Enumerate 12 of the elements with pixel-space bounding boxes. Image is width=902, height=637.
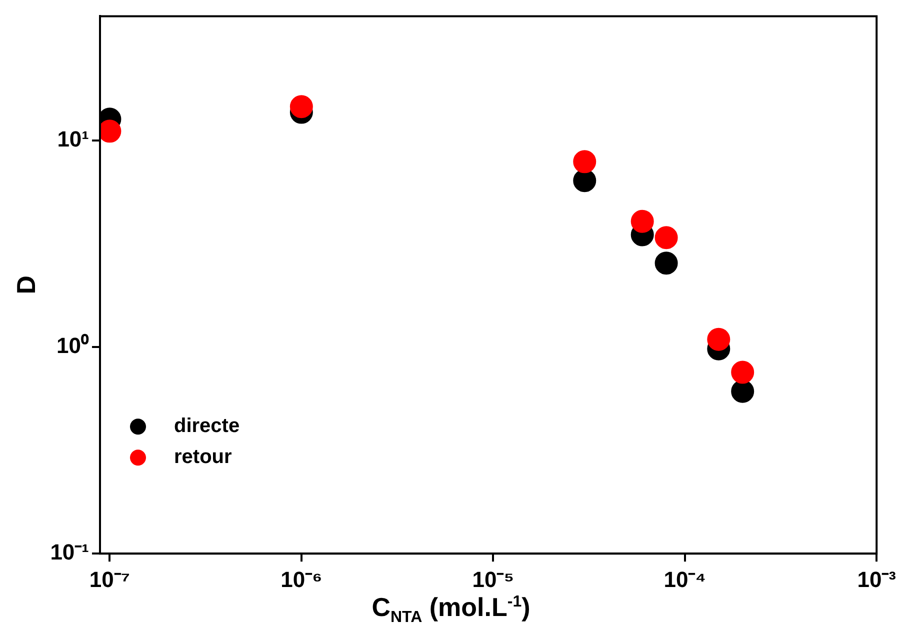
y-axis-title: D bbox=[10, 276, 41, 294]
y-tick-label: 10⁻¹ bbox=[50, 540, 89, 565]
x-tick-label: 10⁻⁷ bbox=[89, 566, 130, 592]
x-axis-title: C$_{NTA}$ (mol.L$^{-1}$) bbox=[370, 592, 532, 628]
x-tick-label: 10⁻⁴ bbox=[664, 566, 706, 592]
x-tick-label: 10⁻³ bbox=[857, 566, 896, 592]
x-tick-label: 10⁻⁶ bbox=[280, 566, 322, 592]
y-tick-label: 10⁰ bbox=[56, 333, 89, 358]
y-tick-label: 10¹ bbox=[57, 126, 89, 152]
legend-label: directe bbox=[174, 415, 240, 438]
x-tick-label: 10⁻⁵ bbox=[472, 566, 514, 592]
legend-label: retour bbox=[174, 446, 232, 468]
